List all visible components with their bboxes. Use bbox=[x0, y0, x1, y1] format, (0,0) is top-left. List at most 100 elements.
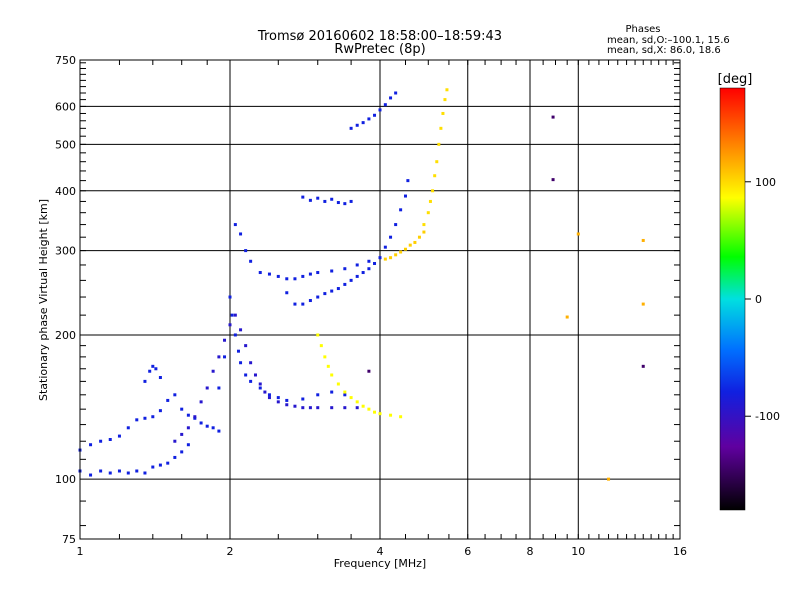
colorbar-ticks: 100 0 -100 bbox=[745, 176, 780, 423]
data-point bbox=[151, 364, 155, 368]
data-point bbox=[239, 232, 243, 236]
data-point bbox=[389, 256, 393, 260]
data-point bbox=[236, 349, 240, 353]
data-point bbox=[355, 274, 359, 278]
data-point bbox=[336, 287, 340, 291]
data-point bbox=[349, 126, 353, 130]
data-point bbox=[126, 471, 130, 475]
data-point bbox=[186, 443, 190, 447]
data-point bbox=[89, 443, 93, 447]
data-point bbox=[233, 223, 237, 227]
data-point bbox=[435, 160, 439, 164]
data-point bbox=[223, 355, 227, 359]
data-point bbox=[217, 429, 221, 433]
colorbar-tick-label: 100 bbox=[755, 176, 776, 189]
data-point bbox=[180, 450, 184, 454]
data-point bbox=[367, 259, 371, 263]
data-point bbox=[244, 373, 248, 377]
data-point bbox=[394, 253, 398, 257]
data-point bbox=[308, 272, 312, 276]
x-tick-label: 1 bbox=[77, 545, 84, 558]
data-point bbox=[293, 302, 297, 306]
phases-x-stats: mean, sd,X: 86.0, 18.6 bbox=[607, 45, 721, 56]
data-point bbox=[301, 397, 305, 401]
data-point bbox=[193, 415, 197, 419]
data-point bbox=[323, 355, 327, 359]
data-point bbox=[228, 323, 232, 327]
data-point bbox=[422, 230, 426, 234]
data-point bbox=[378, 412, 382, 416]
data-point bbox=[373, 410, 377, 414]
data-point bbox=[143, 416, 147, 420]
data-point bbox=[343, 267, 347, 271]
data-point bbox=[330, 373, 334, 377]
data-point bbox=[316, 393, 320, 397]
data-point bbox=[641, 302, 645, 306]
y-axis-label: Stationary phase Virtual Height [km] bbox=[37, 199, 50, 401]
data-point bbox=[193, 416, 197, 420]
data-point bbox=[343, 202, 347, 206]
data-point bbox=[186, 413, 190, 417]
data-point bbox=[205, 424, 209, 428]
data-point bbox=[158, 409, 162, 413]
x-tick-label: 8 bbox=[527, 545, 534, 558]
data-point bbox=[413, 240, 417, 244]
data-point bbox=[308, 299, 312, 303]
data-point bbox=[383, 245, 387, 249]
data-point bbox=[258, 386, 262, 390]
data-point bbox=[263, 390, 267, 394]
data-point bbox=[431, 189, 435, 193]
data-points bbox=[78, 88, 645, 481]
data-point bbox=[239, 328, 243, 332]
data-point bbox=[276, 400, 280, 404]
x-axis-label: Frequency [MHz] bbox=[334, 557, 426, 570]
data-point bbox=[399, 250, 403, 254]
data-point bbox=[217, 355, 221, 359]
data-point bbox=[293, 404, 297, 408]
data-point bbox=[422, 223, 426, 227]
data-point bbox=[641, 364, 645, 368]
data-point bbox=[301, 195, 305, 199]
data-point bbox=[349, 278, 353, 282]
chart-title-line2: RwPretec (8p) bbox=[334, 42, 425, 57]
data-point bbox=[355, 406, 359, 410]
data-point bbox=[267, 396, 271, 400]
data-point bbox=[308, 198, 312, 202]
data-point bbox=[180, 432, 184, 436]
data-point bbox=[428, 199, 432, 203]
data-point bbox=[367, 407, 371, 411]
x-tick-label: 10 bbox=[571, 545, 585, 558]
data-point bbox=[399, 208, 403, 212]
data-point bbox=[336, 201, 340, 205]
y-tick-label: 600 bbox=[55, 100, 76, 113]
data-point bbox=[399, 415, 403, 419]
data-point bbox=[394, 91, 398, 95]
data-point bbox=[89, 473, 93, 477]
data-point bbox=[285, 291, 289, 295]
data-point bbox=[343, 406, 347, 410]
data-point bbox=[389, 235, 393, 239]
data-point bbox=[330, 289, 334, 293]
data-point bbox=[186, 426, 190, 430]
data-point bbox=[249, 379, 253, 383]
data-point bbox=[143, 471, 147, 475]
data-point bbox=[394, 223, 398, 227]
data-point bbox=[551, 115, 555, 119]
data-point bbox=[276, 396, 280, 400]
x-tick-label: 6 bbox=[464, 545, 471, 558]
data-point bbox=[330, 197, 334, 201]
data-point bbox=[151, 415, 155, 419]
data-point bbox=[267, 272, 271, 276]
data-point bbox=[437, 142, 441, 146]
data-point bbox=[373, 113, 377, 117]
data-point bbox=[383, 103, 387, 107]
colorbar bbox=[719, 87, 746, 511]
data-point bbox=[367, 267, 371, 271]
data-point bbox=[316, 333, 320, 337]
data-point bbox=[267, 393, 271, 397]
data-point bbox=[233, 313, 237, 317]
colorbar-label: [deg] bbox=[718, 72, 753, 87]
data-point bbox=[343, 393, 347, 397]
data-point bbox=[166, 398, 170, 402]
data-point bbox=[99, 469, 103, 473]
